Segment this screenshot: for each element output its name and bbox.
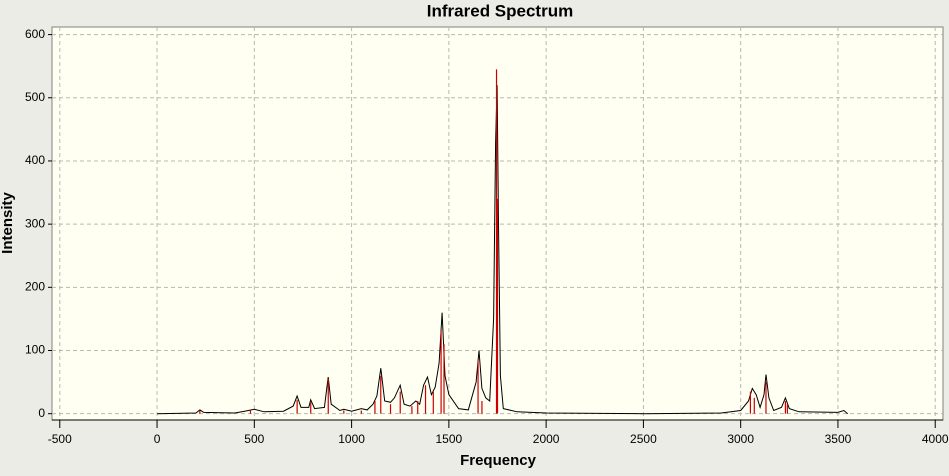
x-tick-label: 0 <box>154 432 161 446</box>
y-tick-label: 300 <box>25 216 45 230</box>
spectrum-line <box>157 85 849 415</box>
y-tick-label: 400 <box>25 153 45 167</box>
x-tick-label: 1000 <box>338 432 365 446</box>
y-tick-label: 0 <box>38 406 45 420</box>
x-tick-label: 1500 <box>436 432 463 446</box>
x-tick-label: 2000 <box>533 432 560 446</box>
x-tick-label: 500 <box>244 432 264 446</box>
y-tick-label: 600 <box>25 27 45 41</box>
x-axis-label: Frequency <box>460 452 537 469</box>
y-tick-label: 100 <box>25 343 45 357</box>
x-tick-label: 2500 <box>630 432 657 446</box>
x-tick-label: 3000 <box>727 432 754 446</box>
x-tick-label: 4000 <box>922 432 949 446</box>
y-axis-label: Intensity <box>0 192 16 254</box>
x-tick-label: -500 <box>48 432 72 446</box>
y-tick-label: 500 <box>25 90 45 104</box>
x-tick-label: 3500 <box>825 432 852 446</box>
chart-title: Infrared Spectrum <box>427 1 573 20</box>
y-tick-label: 200 <box>25 279 45 293</box>
